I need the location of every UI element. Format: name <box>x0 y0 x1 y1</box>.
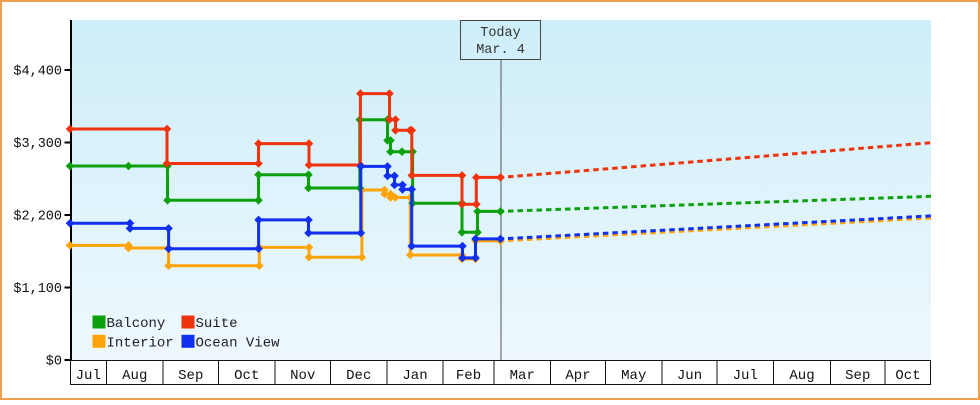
svg-text:Sep: Sep <box>845 368 870 384</box>
svg-text:May: May <box>621 368 646 384</box>
svg-text:Mar: Mar <box>510 368 535 384</box>
svg-text:Ocean View: Ocean View <box>196 335 281 351</box>
svg-text:Dec: Dec <box>346 368 371 384</box>
svg-text:Oct: Oct <box>234 368 259 384</box>
svg-text:Jul: Jul <box>76 368 101 384</box>
svg-text:Nov: Nov <box>290 368 315 384</box>
svg-text:Interior: Interior <box>107 335 174 351</box>
svg-text:Suite: Suite <box>196 316 238 332</box>
svg-text:Aug: Aug <box>122 368 147 384</box>
svg-text:$2,200: $2,200 <box>13 210 62 225</box>
svg-text:Mar. 4: Mar. 4 <box>476 43 525 58</box>
svg-text:Aug: Aug <box>789 368 814 384</box>
svg-text:$0: $0 <box>46 355 62 370</box>
svg-text:$1,100: $1,100 <box>13 282 62 297</box>
svg-text:Jul: Jul <box>733 368 758 384</box>
svg-text:Today: Today <box>480 26 521 41</box>
svg-text:Jun: Jun <box>677 368 702 384</box>
svg-text:$4,400: $4,400 <box>13 65 62 80</box>
svg-text:$3,300: $3,300 <box>13 137 62 152</box>
svg-text:Balcony: Balcony <box>107 316 166 332</box>
svg-text:Feb: Feb <box>456 368 481 384</box>
svg-text:Oct: Oct <box>895 368 920 384</box>
svg-text:Jan: Jan <box>402 368 427 384</box>
svg-text:Apr: Apr <box>565 368 590 384</box>
svg-text:Sep: Sep <box>178 368 203 384</box>
